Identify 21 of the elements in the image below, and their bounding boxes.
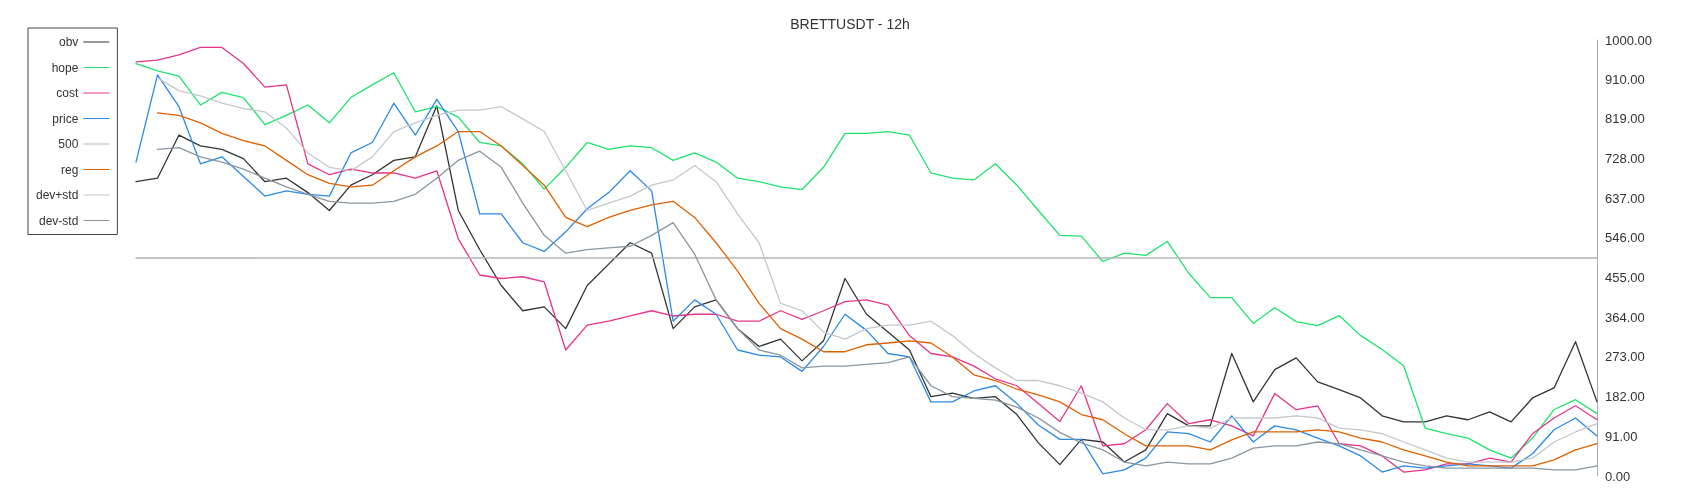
y-tick-label: 91.00 [1605, 428, 1638, 444]
y-tick-label: 455.00 [1605, 270, 1645, 286]
y-tick-label: 0.00 [1605, 468, 1631, 484]
y-tick-label: 728.00 [1605, 151, 1645, 167]
y-tick-label: 910.00 [1605, 71, 1645, 87]
legend-label: price [52, 111, 79, 126]
y-tick-label: 1000.00 [1605, 32, 1652, 48]
y-tick-label: 637.00 [1605, 190, 1645, 206]
legend-label: dev-std [39, 213, 79, 228]
legend-label: 500 [58, 137, 79, 151]
legend-label: hope [51, 60, 79, 75]
legend-label: cost [56, 86, 80, 100]
legend-label: reg [61, 162, 79, 177]
y-tick-label: 182.00 [1605, 389, 1645, 405]
chart-title: BRETTUSDT - 12h [790, 16, 910, 32]
y-tick-label: 273.00 [1605, 349, 1645, 365]
legend-label: obv [59, 35, 79, 49]
y-tick-label: 819.00 [1605, 111, 1645, 127]
y-tick-label: 546.00 [1605, 230, 1645, 246]
legend-label: dev+std [35, 188, 79, 202]
y-tick-label: 364.00 [1605, 309, 1645, 325]
